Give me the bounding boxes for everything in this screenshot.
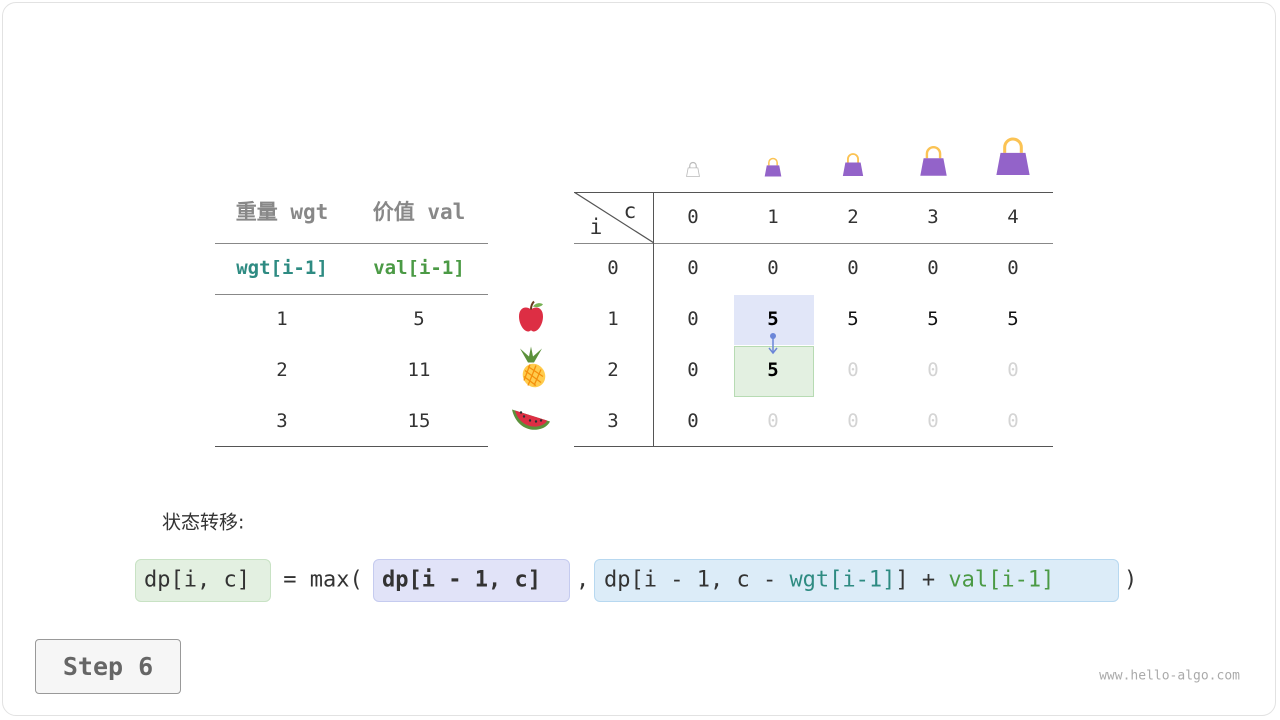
formula-close: ) — [1124, 567, 1138, 593]
divider — [215, 243, 488, 245]
corner-c-label: c — [623, 199, 637, 223]
dp-cell: 0 — [687, 308, 699, 330]
pineapple-icon — [514, 346, 548, 394]
divider — [574, 192, 1053, 194]
dp-cell: 5 — [927, 308, 939, 330]
col-header-4: 4 — [1007, 206, 1019, 228]
dp-cell: 0 — [687, 410, 699, 432]
subheader-wgt: wgt[i-1] — [236, 257, 328, 279]
col-header-3: 3 — [927, 206, 939, 228]
arg1-box — [373, 559, 570, 602]
header-1: 价值 val — [372, 200, 466, 224]
bag-icon-capacity-4 — [995, 136, 1031, 182]
corner-diagonal — [573, 191, 655, 248]
bag-icon-capacity-3 — [919, 145, 948, 182]
arg2-val: val[i-1] — [948, 567, 1055, 593]
col-header-1: 1 — [767, 206, 779, 228]
divider — [215, 294, 488, 296]
bag-icon-capacity-2 — [842, 152, 864, 182]
row-header-0: 0 — [607, 257, 619, 279]
dp-cell: 0 — [767, 257, 779, 279]
item-value: 15 — [407, 410, 431, 432]
col-header-2: 2 — [847, 206, 859, 228]
bag-icon-capacity-1 — [764, 157, 782, 182]
arg2-box — [594, 559, 1119, 602]
formula-eq: = max( — [270, 567, 363, 593]
formula-arg2: dp[i - 1, c - wgt[i-1]] + val[i-1] — [604, 568, 1054, 593]
dp-cell: 5 — [767, 308, 779, 330]
watermelon-icon — [510, 404, 552, 439]
dp-cell: 5 — [767, 359, 779, 381]
divider — [215, 446, 488, 448]
dp-cell: 5 — [847, 308, 859, 330]
arg2-wgt: wgt[i-1] — [789, 567, 896, 593]
arg2-b: ] + — [895, 567, 949, 593]
step-button[interactable]: Step 6 — [35, 639, 181, 694]
dp-cell: 0 — [1007, 410, 1019, 432]
dp-cell: 0 — [927, 257, 939, 279]
dp-cell: 0 — [847, 257, 859, 279]
bag-icon-capacity-0 — [686, 161, 700, 182]
dp-cell: 5 — [1007, 308, 1019, 330]
divider — [653, 192, 655, 446]
divider — [574, 243, 1053, 245]
formula-lhs: dp[i, c] — [144, 567, 250, 593]
dp-cell: 0 — [1007, 257, 1019, 279]
col-header-0: 0 — [687, 206, 699, 228]
subheader-val: val[i-1] — [373, 257, 465, 279]
item-weight: 2 — [276, 359, 288, 381]
dp-cell: 0 — [927, 359, 939, 381]
row-header-1: 1 — [607, 308, 619, 330]
row-header-2: 2 — [607, 359, 619, 381]
item-weight: 1 — [276, 308, 288, 330]
transition-label: 状态转移: — [162, 511, 245, 534]
watermark: www.hello-algo.com — [1099, 668, 1240, 684]
formula-arg1: dp[i - 1, c] — [382, 567, 541, 593]
row-header-3: 3 — [607, 410, 619, 432]
arg2-a: dp[i - 1, c - — [604, 567, 790, 593]
formula-comma: , — [576, 567, 590, 593]
dp-cell: 0 — [847, 359, 859, 381]
item-weight: 3 — [276, 410, 288, 432]
target-cell-highlight — [734, 346, 814, 397]
apple-icon — [516, 300, 546, 338]
dp-cell: 0 — [687, 359, 699, 381]
divider — [574, 446, 1053, 448]
corner-i-label: i — [589, 215, 603, 239]
dp-cell: 0 — [687, 257, 699, 279]
dp-cell: 0 — [847, 410, 859, 432]
arrow-down-icon — [763, 332, 783, 360]
dp-cell: 0 — [1007, 359, 1019, 381]
dp-cell: 0 — [767, 410, 779, 432]
item-value: 5 — [413, 308, 425, 330]
lhs-box — [135, 559, 271, 602]
item-value: 11 — [407, 359, 431, 381]
dp-cell: 0 — [927, 410, 939, 432]
header-0: 重量 wgt — [235, 200, 329, 224]
